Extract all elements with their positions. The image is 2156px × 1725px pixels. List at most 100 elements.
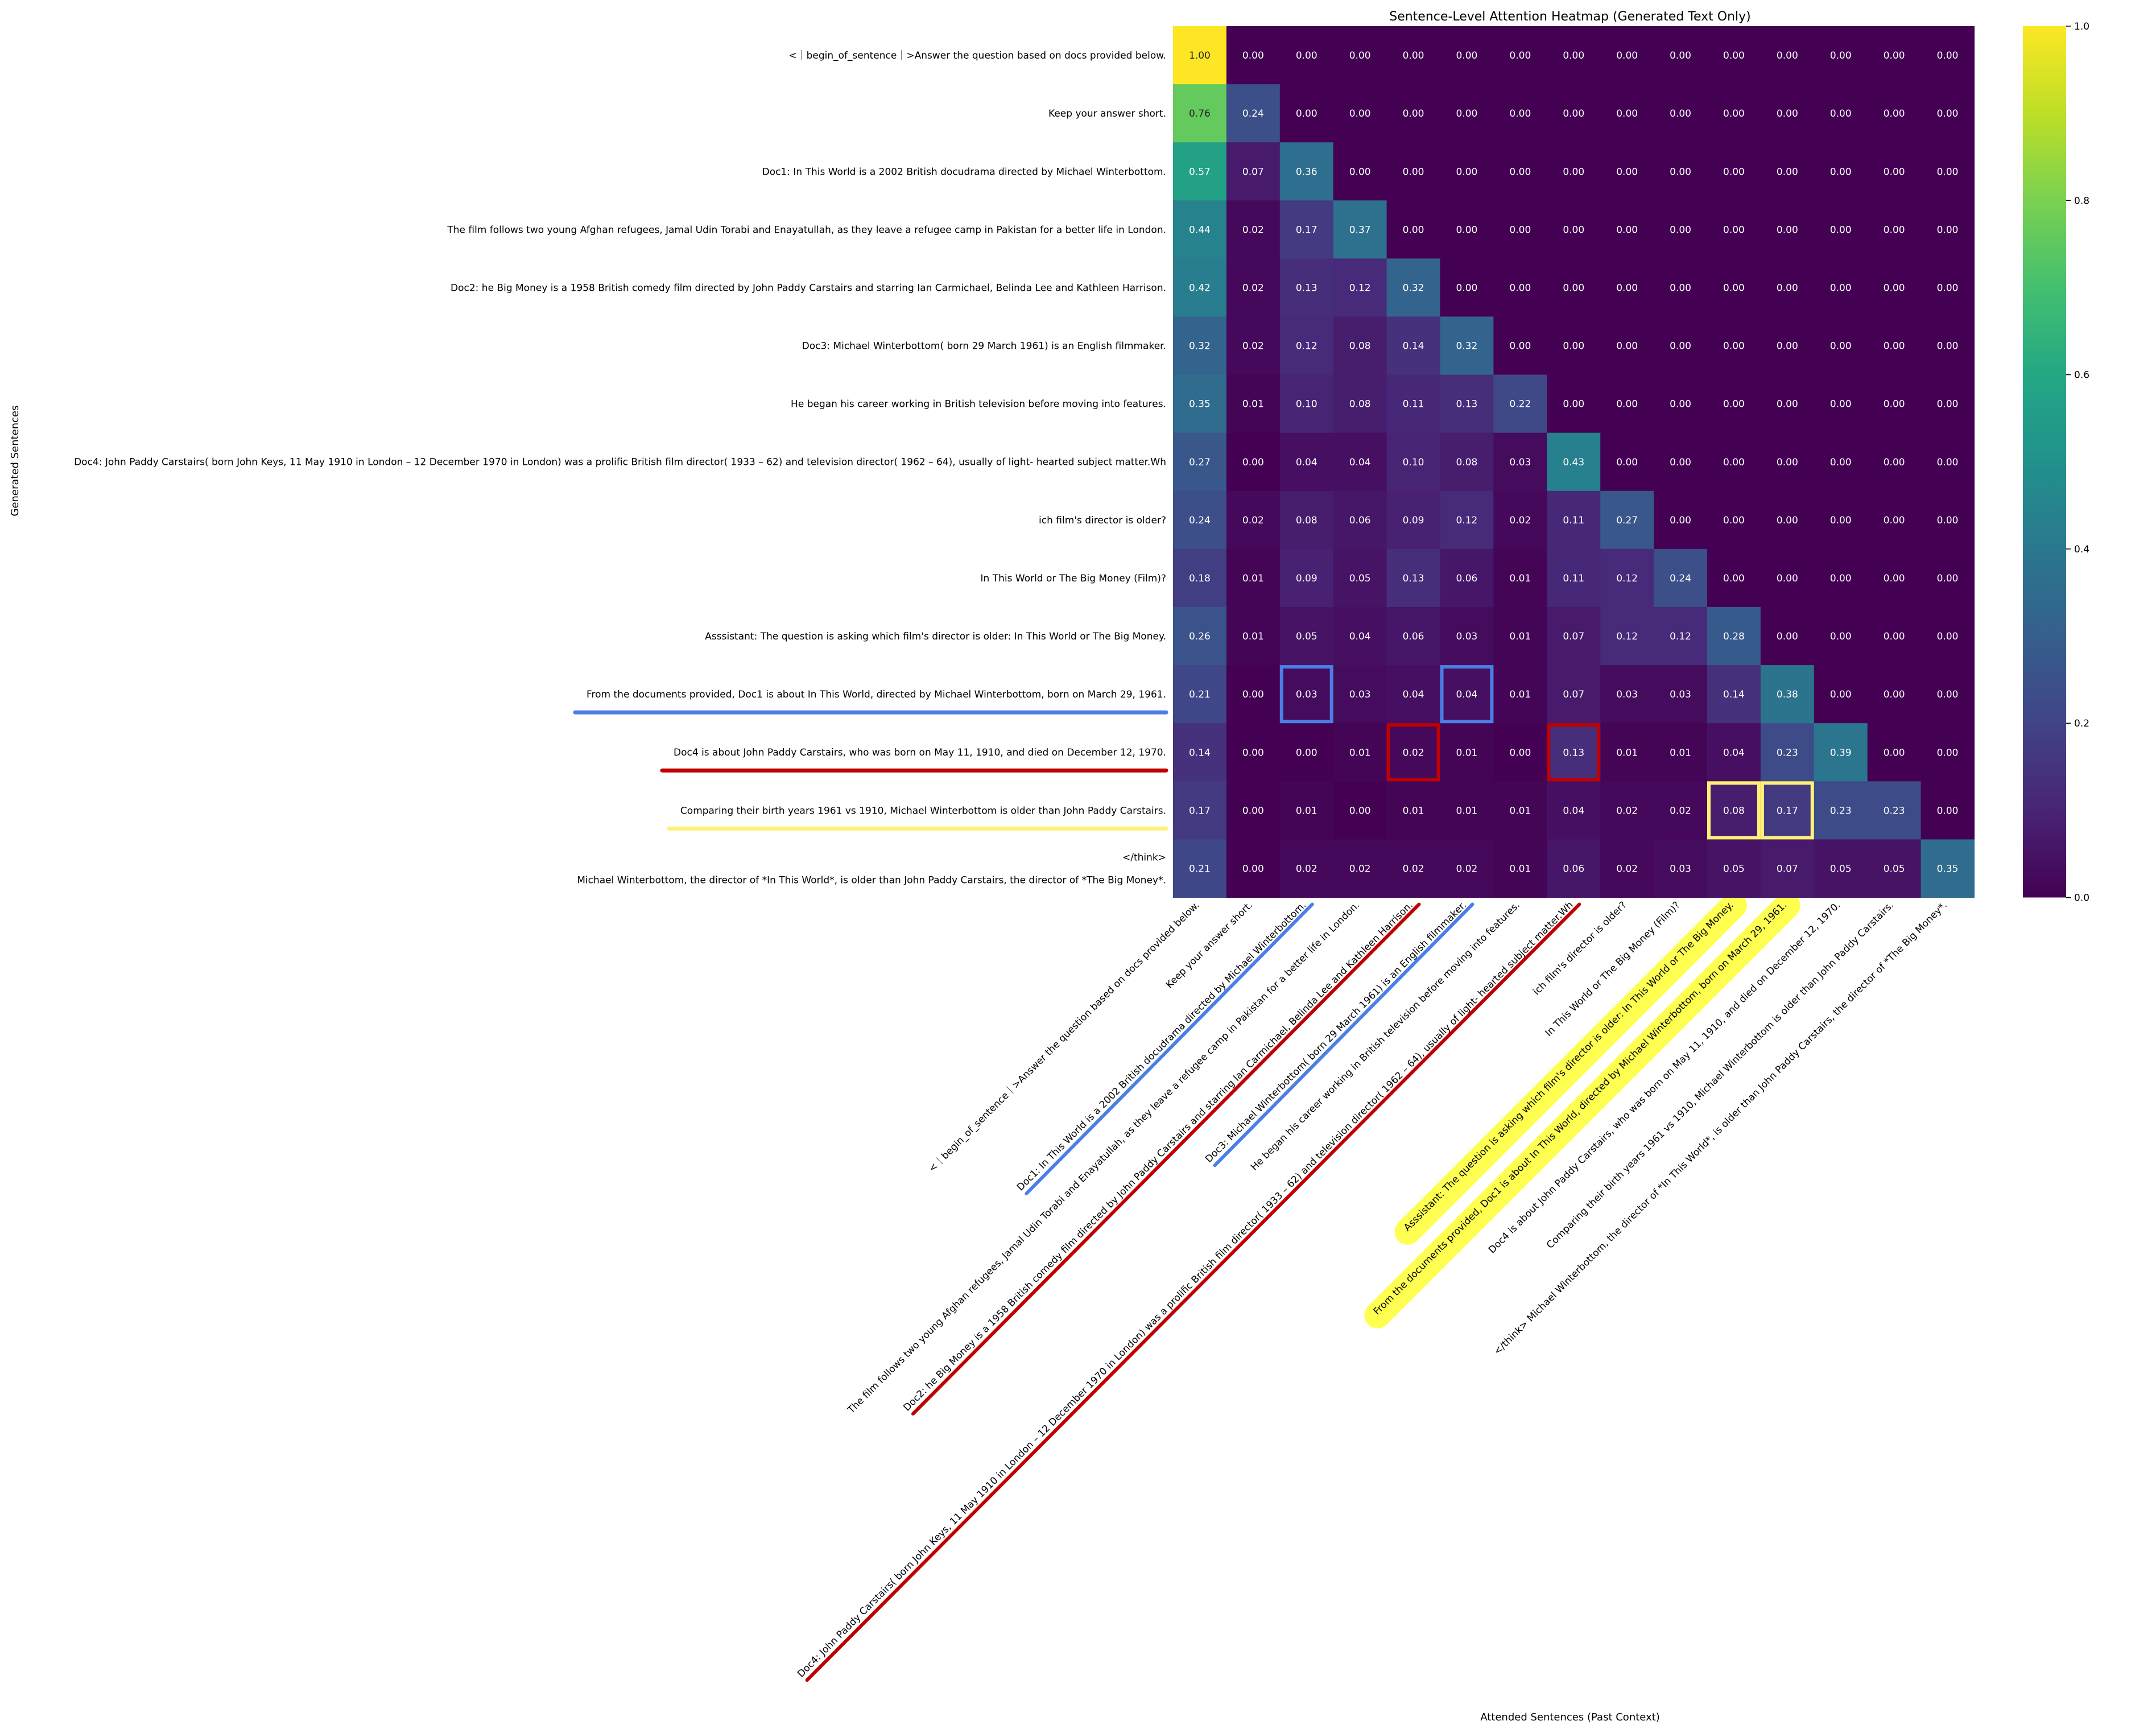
cell-value-label: 0.17 [1189,805,1211,816]
cell-value-label: 0.00 [1830,399,1852,410]
cell-value-label: 0.00 [1884,747,1905,758]
heatmap-cell [1654,374,1708,434]
cell-value-label: 0.24 [1189,515,1211,526]
cell-value-label: 0.00 [1777,108,1798,119]
cell-value-label: 0.27 [1189,457,1211,468]
row-label: <｜begin_of_sentence｜>Answer the question… [788,50,1166,61]
row-label: Doc4 is about John Paddy Carstairs, who … [674,747,1166,758]
heatmap-cell [1654,490,1708,550]
cell-value-label: 0.00 [1670,108,1691,119]
heatmap-cell [1493,723,1547,782]
heatmap-cell [1814,142,1868,201]
cell-value-label: 0.05 [1349,573,1371,584]
heatmap-cell [1226,607,1281,666]
heatmap-cell [1814,839,1868,898]
heatmap-cell [1226,548,1281,608]
cell-value-label: 0.00 [1777,282,1798,294]
cell-value-label: 0.00 [1884,399,1905,410]
heatmap-cell [1386,200,1441,259]
row-label: Doc2: he Big Money is a 1958 British com… [451,282,1166,294]
heatmap-cell [1279,316,1334,375]
row-labels: <｜begin_of_sentence｜>Answer the question… [74,50,1166,886]
heatmap-cell [1814,374,1868,434]
chart-title: Sentence-Level Attention Heatmap (Genera… [1389,10,1751,24]
heatmap-cell [1707,548,1761,608]
cell-value-label: 0.00 [1937,457,1959,468]
cell-value-label: 0.23 [1884,805,1905,816]
heatmap-cells [1173,26,1975,898]
cell-value-label: 0.00 [1296,747,1317,758]
heatmap-cell [1600,839,1654,898]
heatmap-cell [1333,723,1387,782]
heatmap-cell [1547,490,1601,550]
cell-value-label: 0.12 [1296,341,1317,352]
heatmap-cell [1226,490,1281,550]
cell-value-label: 0.00 [1723,457,1745,468]
cell-value-label: 0.24 [1670,573,1691,584]
cell-value-label: 1.00 [1189,50,1211,61]
cell-value-label: 0.00 [1349,166,1371,178]
heatmap-cell [1867,258,1922,317]
column-label: <｜begin_of_sentence｜>Answer the question… [927,899,1201,1174]
cell-value-label: 0.03 [1296,689,1317,700]
cell-value-label: 0.00 [1884,166,1905,178]
heatmap-cell [1920,26,1975,85]
cell-value-label: 0.35 [1937,863,1959,874]
cell-value-label: 0.00 [1563,399,1584,410]
heatmap-cell [1867,26,1922,85]
heatmap-cell [1493,258,1547,317]
colorbar-tick-label: 0.2 [2074,718,2089,729]
cell-value-label: 0.14 [1723,689,1745,700]
cell-value-label: 0.00 [1509,747,1531,758]
heatmap-cell [1760,200,1815,259]
heatmap-cell [1440,723,1494,782]
heatmap-cell [1707,607,1761,666]
cell-value-label: 0.01 [1509,805,1531,816]
cell-highlight-box [1440,665,1494,724]
cell-value-label: 0.13 [1456,399,1478,410]
cell-value-label: 0.00 [1884,689,1905,700]
heatmap-cell [1654,26,1708,85]
heatmap-cell [1654,258,1708,317]
heatmap-cell [1760,607,1815,666]
cell-value-label: 0.76 [1189,108,1211,119]
heatmap-cell [1386,665,1441,724]
cell-value-label: 0.00 [1777,515,1798,526]
cell-value-label: 0.27 [1616,515,1638,526]
cell-value-label: 0.17 [1777,805,1798,816]
heatmap-cell [1173,548,1227,608]
cell-value-label: 0.00 [1830,108,1852,119]
heatmap-cell [1173,26,1227,85]
heatmap-cell [1867,607,1922,666]
heatmap-cell [1279,142,1334,201]
cell-value-label: 0.09 [1403,515,1424,526]
heatmap-cell [1493,316,1547,375]
heatmap-cell [1333,258,1387,317]
heatmap-cell [1386,607,1441,666]
cell-value-label: 0.04 [1563,805,1584,816]
cell-value-label: 0.00 [1937,399,1959,410]
cell-value-label: 0.01 [1509,863,1531,874]
heatmap-cell [1707,258,1761,317]
cell-value-label: 0.39 [1830,747,1852,758]
heatmap-cell [1707,374,1761,434]
cell-value-label: 0.00 [1937,108,1959,119]
heatmap-cell [1333,548,1387,608]
cell-value-label: 0.28 [1723,631,1745,642]
cell-value-label: 0.11 [1563,515,1584,526]
heatmap-cell [1173,142,1227,201]
cell-value-label: 0.01 [1509,573,1531,584]
cell-highlight-box [1386,723,1440,782]
heatmap-cell [1920,432,1975,492]
colorbar-tick-label: 1.0 [2074,21,2089,32]
heatmap-cell [1920,84,1975,143]
heatmap-cell [1547,839,1601,898]
cell-value-label: 0.03 [1616,689,1638,700]
column-label: Doc2: he Big Money is a 1958 British com… [901,899,1415,1414]
cell-value-label: 0.00 [1830,282,1852,294]
cell-value-label: 0.00 [1937,631,1959,642]
column-label-highlight [1364,892,1800,1328]
heatmap-cell [1707,432,1761,492]
cell-value-label: 0.17 [1296,224,1317,236]
cell-value-label: 0.00 [1884,631,1905,642]
